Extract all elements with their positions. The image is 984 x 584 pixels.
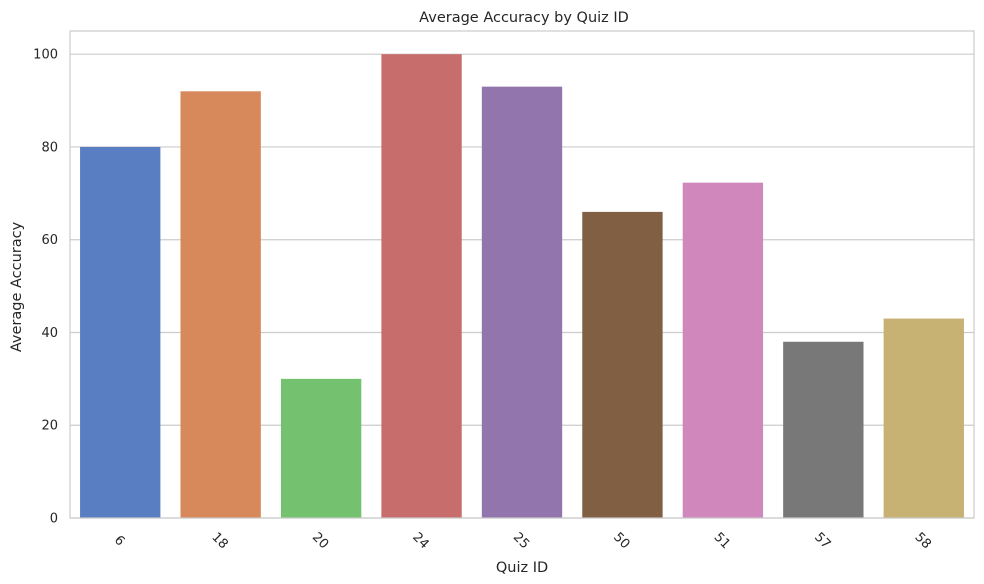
bar-quiz-20 bbox=[280, 378, 362, 518]
bar-quiz-18 bbox=[180, 91, 261, 519]
bar-quiz-6 bbox=[80, 146, 161, 518]
x-tick-label: 18 bbox=[208, 530, 230, 552]
chart-title: Average Accuracy by Quiz ID bbox=[419, 10, 629, 26]
y-tick-label: 80 bbox=[41, 140, 58, 155]
bar-quiz-25 bbox=[481, 86, 563, 519]
y-tick-label: 40 bbox=[41, 326, 58, 341]
bar-quiz-57 bbox=[783, 341, 864, 518]
y-tick-label: 20 bbox=[41, 419, 58, 434]
x-tick-label: 24 bbox=[409, 530, 431, 552]
y-axis-label: Average Accuracy bbox=[9, 221, 25, 352]
x-tick-label: 51 bbox=[711, 530, 733, 552]
x-axis-ticks: 6 18 20 24 25 50 51 57 58 bbox=[111, 530, 934, 552]
x-tick-label: 50 bbox=[610, 530, 632, 552]
bar-quiz-50 bbox=[582, 211, 663, 518]
x-tick-label: 57 bbox=[811, 530, 833, 552]
y-axis-ticks: 0 20 40 60 80 100 bbox=[33, 48, 58, 527]
bar-quiz-51 bbox=[682, 182, 764, 518]
x-tick-label: 20 bbox=[309, 530, 331, 552]
y-tick-label: 0 bbox=[50, 512, 58, 527]
y-tick-label: 60 bbox=[41, 233, 58, 248]
bar-quiz-24 bbox=[381, 54, 462, 518]
x-axis-label: Quiz ID bbox=[496, 560, 548, 576]
bar-quiz-58 bbox=[883, 318, 964, 518]
y-tick-label: 100 bbox=[33, 48, 58, 63]
x-tick-label: 58 bbox=[912, 530, 934, 552]
bars-group bbox=[80, 54, 964, 519]
x-tick-label: 6 bbox=[111, 533, 127, 549]
plot-frame bbox=[69, 30, 975, 519]
x-tick-label: 25 bbox=[510, 530, 532, 552]
